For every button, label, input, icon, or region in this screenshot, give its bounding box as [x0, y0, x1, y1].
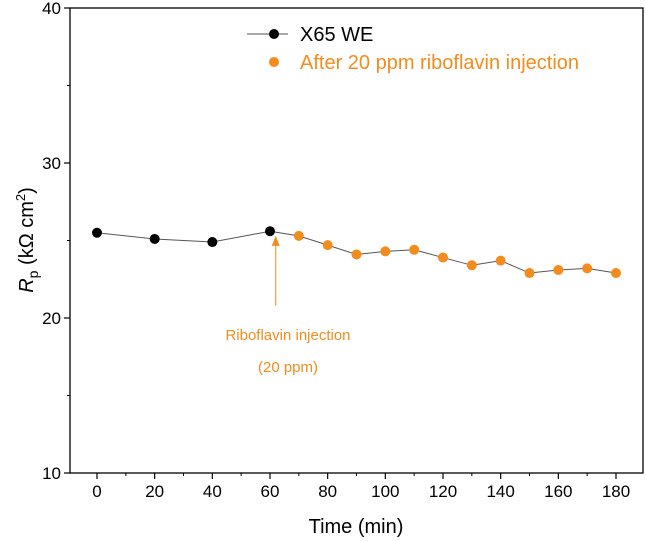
series-connecting-line — [96, 230, 617, 274]
y-axis-title-unit-close: ) — [16, 187, 38, 194]
annotation-text-line2: (20 ppm) — [258, 359, 318, 376]
x-axis-ticks: 0 20 40 60 80 100 120 140 160 180 — [92, 473, 630, 501]
point-after-injection — [438, 252, 448, 263]
y-axis-title: Rp (kΩ cm2) — [13, 187, 41, 293]
x-tick-label: 160 — [544, 482, 572, 501]
legend-label-x65: X65 WE — [300, 24, 373, 46]
annotation: Riboflavin injection (20 ppm) — [225, 235, 351, 376]
x-tick-label: 60 — [261, 482, 280, 501]
x-axis-title: Time (min) — [309, 516, 404, 538]
point-after-injection — [409, 244, 420, 255]
annotation-arrow-head — [271, 235, 280, 246]
x-tick-label: 80 — [318, 482, 337, 501]
data-points — [92, 226, 621, 279]
y-tick-label: 40 — [42, 0, 61, 18]
y-axis-title-unit-open: (kΩ cm — [16, 201, 38, 270]
y-axis-title-main: R — [16, 278, 38, 292]
legend-label-riboflavin: After 20 ppm riboflavin injection — [300, 52, 579, 74]
legend-marker-riboflavin — [269, 57, 279, 67]
y-tick-label: 20 — [42, 309, 61, 328]
x-tick-label: 180 — [602, 482, 630, 501]
y-axis-title-unit-sup: 2 — [13, 194, 28, 201]
y-axis-title-sub: p — [25, 270, 41, 278]
point-after-injection — [466, 260, 477, 271]
point-after-injection — [553, 264, 564, 275]
y-axis-ticks: 10 20 30 40 — [42, 0, 70, 483]
y-tick-label: 30 — [42, 154, 61, 173]
point-after-injection — [524, 268, 535, 279]
x-tick-label: 100 — [371, 482, 399, 501]
point-after-injection — [293, 230, 304, 241]
point-x65-we — [265, 226, 275, 237]
point-x65-we — [207, 237, 218, 248]
legend: X65 WE After 20 ppm riboflavin injection — [247, 24, 579, 74]
x-tick-label: 0 — [92, 482, 101, 501]
point-after-injection — [351, 249, 362, 260]
point-after-injection — [582, 263, 593, 274]
point-x65-we — [149, 233, 160, 244]
point-after-injection — [495, 255, 506, 266]
point-after-injection — [380, 246, 391, 257]
annotation-text-line1: Riboflavin injection — [225, 327, 350, 344]
x-tick-label: 20 — [145, 482, 164, 501]
y-tick-label: 10 — [42, 464, 61, 483]
point-after-injection — [322, 240, 333, 251]
point-after-injection — [611, 268, 621, 279]
point-x65-we — [92, 227, 102, 238]
x-tick-label: 120 — [429, 482, 457, 501]
legend-marker-x65 — [269, 29, 279, 39]
x-tick-label: 140 — [486, 482, 514, 501]
x-tick-label: 40 — [203, 482, 222, 501]
